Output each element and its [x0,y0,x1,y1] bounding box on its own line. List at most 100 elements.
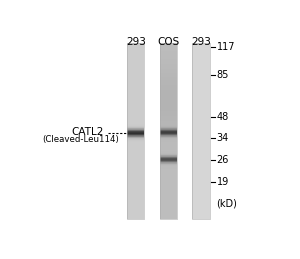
Bar [192,160,210,161]
Text: CATL2: CATL2 [71,127,104,137]
Bar [192,122,210,123]
Bar [192,184,210,185]
Bar [160,171,177,172]
Bar [192,125,210,126]
Bar [160,211,177,212]
Bar [192,134,210,135]
Bar [160,93,177,94]
Bar [192,105,210,106]
Bar [160,121,177,122]
Bar [127,166,145,167]
Bar [127,73,145,74]
Bar [127,117,145,118]
Bar [127,215,145,216]
Bar [192,92,210,93]
Bar [127,171,145,172]
Bar [160,145,177,146]
Bar [160,153,177,154]
Bar [160,120,177,121]
Bar [192,199,210,200]
Bar [127,164,145,165]
Bar [192,164,210,165]
Bar [160,133,177,134]
Bar [160,78,177,79]
Bar [127,108,145,109]
Bar [192,211,210,212]
Bar [127,174,145,175]
Bar [127,107,145,108]
Bar [160,70,177,71]
Bar [192,131,210,132]
Bar [160,153,177,154]
Bar [192,167,210,168]
Bar [160,128,177,129]
Bar [127,216,145,217]
Bar [160,171,177,172]
Bar [192,160,210,161]
Bar [160,59,177,60]
Bar [160,143,177,144]
Bar [192,170,210,171]
Bar [127,51,145,52]
Bar [160,62,177,63]
Bar [127,47,145,48]
Bar [192,112,210,113]
Bar [127,141,145,142]
Bar [127,201,145,202]
Bar [192,54,210,55]
Bar [192,123,210,124]
Bar [160,181,177,182]
Bar [192,190,210,191]
Bar [127,101,145,102]
Bar [127,97,145,98]
Bar [160,198,177,199]
Bar [127,52,145,53]
Bar [127,82,145,83]
Bar [127,84,145,85]
Bar [160,177,177,178]
Bar [127,68,145,69]
Bar [192,98,210,99]
Bar [160,76,177,77]
Bar [192,186,210,187]
Bar [127,179,145,180]
Bar [192,151,210,152]
Bar [127,213,145,214]
Bar [192,183,210,184]
Bar [160,115,177,116]
Bar [160,69,177,70]
Bar [160,125,177,126]
Bar [192,168,210,169]
Bar [127,173,145,174]
Bar [192,198,210,199]
Bar [160,95,177,96]
Bar [160,77,177,78]
Bar [192,165,210,166]
Bar [192,218,210,219]
Bar [192,140,210,141]
Bar [192,208,210,209]
Bar [160,173,177,174]
Bar [192,121,210,122]
Bar [127,50,145,51]
Bar [160,157,177,158]
Bar [192,50,210,51]
Bar [127,156,145,157]
Bar [160,45,177,46]
Bar [160,182,177,183]
Bar [192,73,210,74]
Bar [160,180,177,181]
Bar [160,143,177,144]
Bar [192,75,210,76]
Bar [192,205,210,206]
Bar [160,88,177,89]
Bar [127,71,145,72]
Bar [192,124,210,125]
Bar [160,189,177,190]
Bar [160,187,177,188]
Bar [160,166,177,167]
Bar [160,177,177,178]
Bar [127,157,145,158]
Bar [160,53,177,54]
Bar [160,101,177,102]
